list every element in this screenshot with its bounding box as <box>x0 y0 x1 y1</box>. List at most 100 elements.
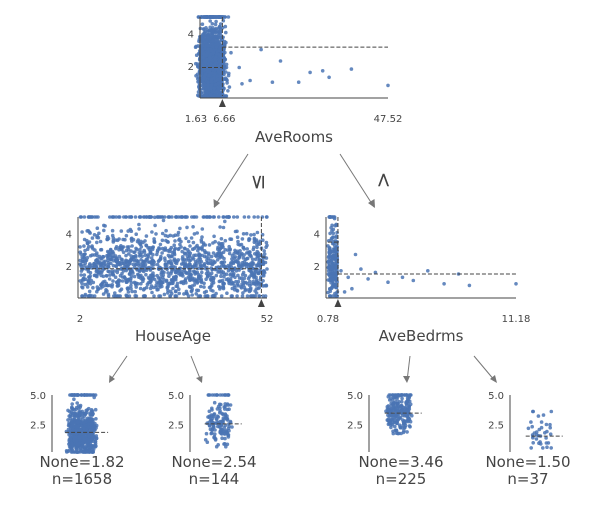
data-point <box>329 286 334 291</box>
data-point <box>218 285 223 290</box>
data-point <box>346 275 351 280</box>
data-point <box>327 262 331 266</box>
data-point <box>177 291 181 296</box>
data-point <box>90 294 95 298</box>
data-point <box>204 26 208 30</box>
data-point <box>254 275 258 280</box>
data-point <box>426 269 430 273</box>
data-point <box>224 272 229 277</box>
data-point <box>223 247 227 252</box>
node-avebedrms-split-marker <box>334 299 342 307</box>
data-point <box>218 246 223 251</box>
data-point <box>108 273 112 277</box>
data-point <box>218 409 222 413</box>
data-point <box>235 294 239 298</box>
data-point <box>403 423 408 428</box>
data-point <box>391 395 396 400</box>
data-point <box>114 280 119 285</box>
data-point <box>331 235 335 239</box>
data-point <box>108 248 113 252</box>
data-point <box>546 441 551 445</box>
data-point <box>187 253 192 257</box>
data-point <box>254 263 259 268</box>
data-point <box>222 425 226 430</box>
data-point <box>100 282 104 286</box>
data-point <box>78 446 83 450</box>
data-point <box>214 55 218 59</box>
data-point <box>127 215 132 219</box>
data-point <box>106 294 111 298</box>
data-point <box>119 257 123 261</box>
data-point <box>226 393 231 397</box>
data-point <box>241 245 245 250</box>
data-point <box>248 78 252 83</box>
data-point <box>248 287 253 291</box>
data-point <box>248 283 252 288</box>
data-point <box>536 414 541 418</box>
data-point <box>117 294 121 298</box>
data-point <box>329 276 334 281</box>
data-point <box>82 255 86 260</box>
node-avebedrms-xtick-min: 0.78 <box>317 314 339 325</box>
data-point <box>211 94 216 98</box>
data-point <box>142 250 147 254</box>
data-point <box>397 408 401 412</box>
data-point <box>138 247 142 252</box>
data-point <box>158 256 163 261</box>
data-point <box>202 215 206 219</box>
data-point <box>219 62 223 66</box>
data-point <box>201 33 205 38</box>
data-point <box>162 248 167 252</box>
data-point <box>206 33 210 38</box>
data-point <box>145 282 150 287</box>
data-point <box>320 69 325 73</box>
data-point <box>215 393 220 397</box>
edge-label-gt: > <box>371 172 395 189</box>
data-point <box>200 22 205 27</box>
data-point <box>137 251 142 255</box>
data-point <box>82 276 86 281</box>
data-point <box>127 252 131 256</box>
data-point <box>209 284 214 288</box>
data-point <box>121 245 126 249</box>
data-point <box>134 255 138 259</box>
data-point <box>200 227 205 231</box>
data-point <box>181 274 185 278</box>
data-point <box>402 429 406 433</box>
data-point <box>212 435 216 440</box>
data-point <box>545 445 549 450</box>
data-point <box>160 231 165 236</box>
data-point <box>349 67 354 71</box>
data-point <box>203 250 207 255</box>
data-point <box>219 431 223 436</box>
data-point <box>264 240 269 245</box>
data-point <box>199 240 204 244</box>
data-point <box>108 215 112 219</box>
data-point <box>110 233 115 238</box>
node-avebedrms-ytick-4: 4 <box>314 229 320 240</box>
data-point <box>227 251 232 256</box>
data-point <box>395 404 399 409</box>
data-point <box>212 76 216 80</box>
data-point <box>126 229 130 233</box>
data-point <box>209 83 214 88</box>
data-point <box>212 86 217 91</box>
leaf-4-sample-count: n=37 <box>507 470 548 488</box>
data-point <box>201 243 206 247</box>
data-point <box>122 264 127 269</box>
data-point <box>223 402 227 406</box>
data-point <box>184 271 189 276</box>
data-point <box>224 215 229 219</box>
data-point <box>326 290 330 295</box>
data-point <box>84 267 88 271</box>
data-point <box>334 234 339 238</box>
data-point <box>220 411 224 416</box>
data-point <box>178 242 182 247</box>
data-point <box>209 418 213 422</box>
leaf-1-ytick-2.5: 2.5 <box>30 420 46 431</box>
edge-root-to-avebedrms-arrowhead <box>368 199 375 208</box>
data-point <box>206 68 210 72</box>
data-point <box>227 85 232 89</box>
data-point <box>235 289 240 293</box>
data-point <box>216 424 220 429</box>
